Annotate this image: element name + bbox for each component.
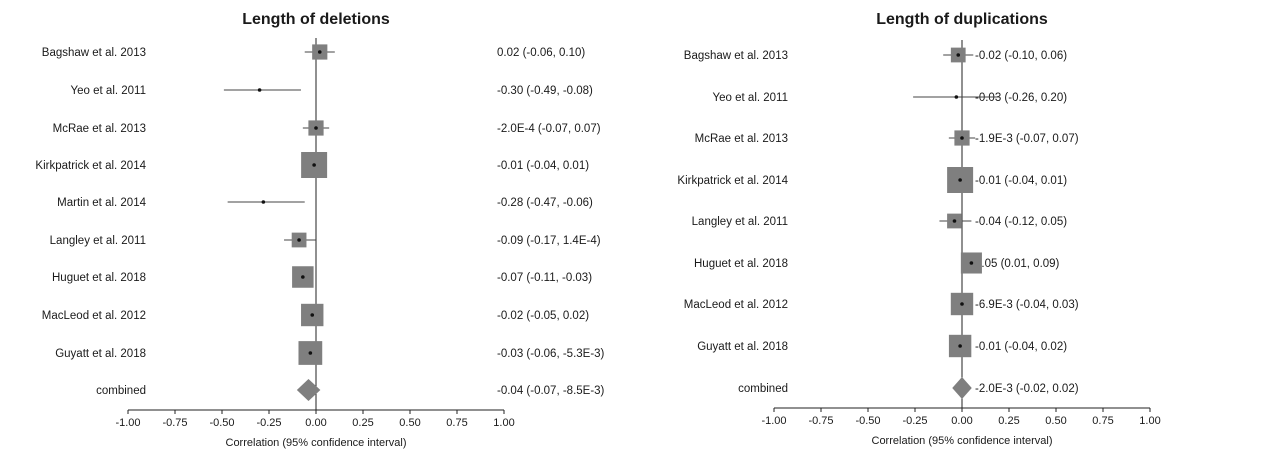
study-ci-label: -0.01 (-0.04, 0.02): [975, 341, 1067, 353]
study-ci-label: -0.03 (-0.26, 0.20): [975, 92, 1067, 104]
x-tick-label: -0.50: [855, 415, 880, 427]
study-ci-label: -0.01 (-0.04, 0.01): [497, 160, 589, 172]
x-tick-label: 1.00: [1139, 415, 1160, 427]
point-estimate-dot: [257, 88, 262, 92]
study-label: Huguet et al. 2018: [52, 272, 146, 284]
combined-label: combined: [96, 385, 146, 397]
point-estimate-dot: [308, 351, 313, 355]
study-label: McRae et al. 2013: [53, 123, 146, 135]
point-estimate-dot: [312, 163, 316, 167]
study-label: Langley et al. 2011: [692, 216, 788, 228]
x-tick-label: 0.25: [998, 415, 1019, 427]
point-estimate-dot: [960, 302, 964, 306]
study-label: McRae et al. 2013: [695, 133, 788, 145]
study-ci-label: -6.9E-3 (-0.04, 0.03): [975, 299, 1079, 311]
x-tick-label: 0.00: [951, 415, 972, 427]
study-label: Kirkpatrick et al. 2014: [35, 160, 146, 172]
x-axis-title: Correlation (95% confidence interval): [872, 435, 1053, 447]
combined-ci-label: -0.04 (-0.07, -8.5E-3): [497, 385, 605, 397]
study-label: Martin et al. 2014: [57, 197, 146, 209]
study-ci-label: -0.04 (-0.12, 0.05): [975, 216, 1067, 228]
chart-title: Length of duplications: [876, 11, 1048, 28]
point-estimate-dot: [952, 219, 957, 223]
point-estimate-dot: [954, 95, 959, 99]
study-label: Yeo et al. 2011: [713, 92, 788, 104]
combined-diamond: [952, 377, 972, 399]
study-ci-label: -0.03 (-0.06, -5.3E-3): [497, 348, 605, 360]
x-tick-label: -0.25: [256, 417, 281, 429]
combined-ci-label: -2.0E-3 (-0.02, 0.02): [975, 383, 1079, 395]
x-tick-label: -0.75: [808, 415, 833, 427]
study-label: Bagshaw et al. 2013: [684, 50, 788, 62]
study-ci-label: -0.28 (-0.47, -0.06): [497, 197, 593, 209]
x-tick-label: 0.50: [1045, 415, 1066, 427]
x-tick-label: -0.75: [162, 417, 187, 429]
forest-plot-deletions: Length of deletions Bagshaw et al. 2013 0.…: [0, 0, 632, 453]
point-estimate-dot: [297, 238, 301, 242]
x-tick-label: 0.75: [446, 417, 467, 429]
x-tick-label: -0.50: [209, 417, 234, 429]
study-label: MacLeod et al. 2012: [684, 299, 788, 311]
forest-plot-duplications: Length of duplications Bagshaw et al. 201…: [632, 0, 1265, 453]
point-estimate-dot: [958, 178, 962, 182]
point-estimate-dot: [317, 50, 322, 54]
point-estimate-dot: [301, 275, 305, 279]
x-tick-label: -0.25: [902, 415, 927, 427]
forest-plot-duplications-svg: Length of duplications Bagshaw et al. 201…: [677, 11, 1160, 447]
point-estimate-dot: [261, 200, 266, 204]
chart-title: Length of deletions: [242, 11, 390, 28]
study-ci-label: -0.01 (-0.04, 0.01): [975, 175, 1067, 187]
combined-diamond: [296, 379, 321, 401]
x-tick-label: 0.00: [305, 417, 326, 429]
study-ci-label: -0.02 (-0.10, 0.06): [975, 50, 1067, 62]
study-ci-label: 0.02 (-0.06, 0.10): [497, 47, 585, 59]
x-tick-label: 1.00: [493, 417, 514, 429]
study-label: Yeo et al. 2011: [71, 85, 146, 97]
point-estimate-dot: [960, 136, 964, 140]
study-label: Bagshaw et al. 2013: [42, 47, 146, 59]
study-label: Langley et al. 2011: [50, 235, 146, 247]
x-tick-label: 0.50: [399, 417, 420, 429]
study-ci-label: -0.09 (-0.17, 1.4E-4): [497, 235, 601, 247]
study-label: Kirkpatrick et al. 2014: [677, 175, 788, 187]
study-label: MacLeod et al. 2012: [42, 310, 146, 322]
study-ci-label: -0.02 (-0.05, 0.02): [497, 310, 589, 322]
study-label: Guyatt et al. 2018: [55, 348, 146, 360]
x-axis-title: Correlation (95% confidence interval): [226, 437, 407, 449]
point-estimate-dot: [956, 53, 961, 57]
point-estimate-dot: [314, 126, 318, 130]
study-ci-label: -0.07 (-0.11, -0.03): [497, 272, 592, 284]
combined-label: combined: [738, 383, 788, 395]
study-label: Guyatt et al. 2018: [697, 341, 788, 353]
x-tick-label: 0.75: [1092, 415, 1113, 427]
x-tick-label: -1.00: [115, 417, 140, 429]
point-estimate-dot: [958, 344, 962, 348]
point-estimate-dot: [310, 313, 315, 317]
study-ci-label: -1.9E-3 (-0.07, 0.07): [975, 133, 1079, 145]
x-tick-label: 0.25: [352, 417, 373, 429]
point-estimate-dot: [969, 261, 974, 265]
study-ci-label: -2.0E-4 (-0.07, 0.07): [497, 123, 601, 135]
x-tick-label: -1.00: [761, 415, 786, 427]
forest-plot-deletions-svg: Length of deletions Bagshaw et al. 2013 0.…: [35, 11, 605, 449]
study-ci-label: 0.05 (0.01, 0.09): [975, 258, 1060, 270]
study-label: Huguet et al. 2018: [694, 258, 788, 270]
study-ci-label: -0.30 (-0.49, -0.08): [497, 85, 593, 97]
